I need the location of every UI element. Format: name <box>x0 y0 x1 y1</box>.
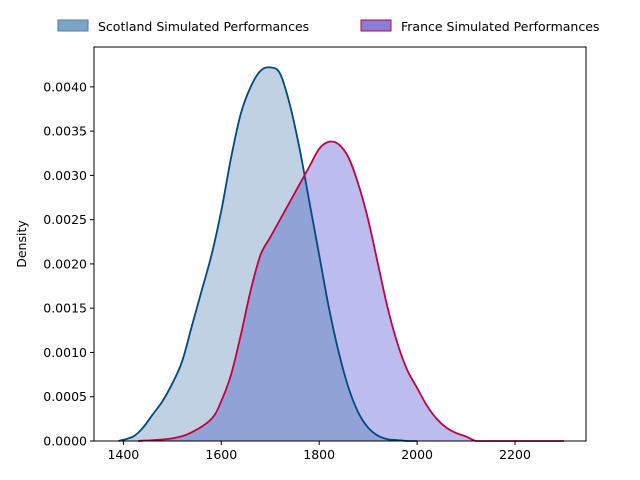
plot-frame <box>93 46 587 442</box>
y-axis-label: Density <box>14 220 29 268</box>
y-tick-label: 0.0020 <box>43 256 87 271</box>
legend: Scotland Simulated Performances France Si… <box>57 19 599 34</box>
y-tick-label: 0.0000 <box>43 434 87 449</box>
legend-label-1: France Simulated Performances <box>401 19 599 34</box>
legend-swatch-0 <box>57 19 89 32</box>
x-tick-label: 1400 <box>107 447 139 462</box>
y-tick-label: 0.0005 <box>43 389 87 404</box>
y-tick-label: 0.0010 <box>43 345 87 360</box>
y-tick-label: 0.0025 <box>43 212 87 227</box>
x-axis: 1400 1600 1800 2000 2200 <box>107 441 531 462</box>
y-tick-label: 0.0040 <box>43 79 87 94</box>
x-tick-label: 2200 <box>499 447 531 462</box>
x-tick-label: 2000 <box>401 447 433 462</box>
legend-label-0: Scotland Simulated Performances <box>98 19 309 34</box>
y-tick-label: 0.0015 <box>43 301 87 316</box>
density-lines <box>118 66 564 442</box>
x-tick-label: 1600 <box>205 447 237 462</box>
density-line-0 <box>118 66 418 442</box>
x-tick-label: 1800 <box>303 447 335 462</box>
y-tick-label: 0.0035 <box>43 124 87 139</box>
legend-swatch-1 <box>360 19 392 32</box>
density-line-1 <box>137 140 564 442</box>
y-tick-label: 0.0030 <box>43 168 87 183</box>
y-axis: 0.0000 0.0005 0.0010 0.0015 0.0020 0.0025 0.00… <box>43 79 94 449</box>
